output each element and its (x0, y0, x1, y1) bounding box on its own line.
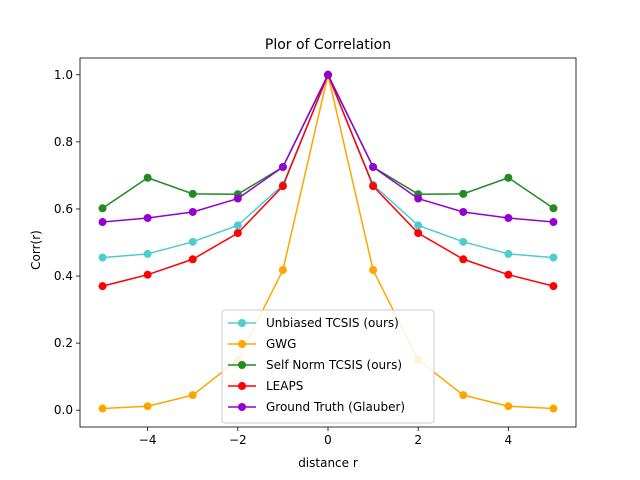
legend-label: Unbiased TCSIS (ours) (266, 316, 399, 330)
x-tick-label: 2 (414, 433, 422, 447)
data-point (324, 70, 332, 79)
data-point (549, 204, 558, 213)
data-point (143, 173, 152, 182)
data-point (278, 182, 287, 191)
y-tick-label: 0.4 (54, 269, 73, 283)
axes: −4 −2 0 2 4 0.0 0.2 0.4 0.6 0.8 1.0 (54, 57, 577, 447)
data-point (414, 194, 423, 203)
data-point (459, 391, 468, 400)
data-point (504, 402, 513, 411)
chart-title: Plor of Correlation (265, 37, 391, 53)
data-point (98, 404, 107, 413)
data-point (414, 229, 423, 238)
legend-entry: GWG (228, 337, 296, 351)
legend-marker (238, 340, 246, 348)
data-point (504, 214, 513, 223)
series-4 (98, 70, 558, 227)
data-point (143, 270, 152, 279)
data-point (98, 282, 107, 291)
legend-label: Self Norm TCSIS (ours) (266, 358, 402, 372)
x-tick-label: 4 (505, 433, 513, 447)
legend-marker (238, 403, 246, 411)
x-tick-label: −4 (139, 433, 157, 447)
legend-entry: Ground Truth (Glauber) (228, 400, 405, 414)
y-tick-label: 0.8 (54, 135, 73, 149)
data-point (369, 266, 378, 275)
data-point (369, 182, 378, 191)
y-tick-label: 0.6 (54, 202, 73, 216)
y-tick-label: 0.0 (54, 403, 73, 417)
y-tick-label: 1.0 (54, 68, 73, 82)
data-point (549, 218, 558, 227)
legend: Unbiased TCSIS (ours) GWG Self Norm TCSIS … (221, 309, 435, 424)
data-point (98, 218, 107, 227)
data-point (188, 207, 197, 216)
data-point (549, 253, 558, 262)
data-point (414, 221, 423, 230)
data-point (233, 194, 242, 203)
data-point (188, 391, 197, 400)
data-point (188, 237, 197, 246)
data-point (188, 255, 197, 264)
data-point (278, 266, 287, 275)
data-point (459, 255, 468, 264)
data-point (143, 249, 152, 258)
data-point (278, 163, 287, 172)
legend-label: GWG (266, 337, 296, 351)
x-tick-label: 0 (324, 433, 332, 447)
x-axis-label: distance r (298, 456, 358, 470)
data-point (233, 221, 242, 230)
data-point (459, 237, 468, 246)
data-point (188, 189, 197, 198)
data-point (98, 204, 107, 213)
x-tick-label: −2 (229, 433, 247, 447)
data-point (459, 207, 468, 216)
legend-entry: Unbiased TCSIS (ours) (228, 316, 399, 330)
legend-label: LEAPS (266, 379, 303, 393)
y-tick-label: 0.2 (54, 336, 73, 350)
data-point (98, 253, 107, 262)
data-point (143, 402, 152, 411)
data-point (143, 214, 152, 223)
data-point (504, 173, 513, 182)
data-point (233, 229, 242, 238)
data-point (504, 270, 513, 279)
legend-entry: LEAPS (228, 379, 303, 393)
y-axis-label: Corr(r) (29, 230, 43, 270)
legend-marker (238, 319, 246, 327)
legend-marker (238, 361, 246, 369)
legend-box (221, 309, 435, 424)
data-point (504, 249, 513, 258)
legend-marker (238, 382, 246, 390)
legend-label: Ground Truth (Glauber) (266, 400, 405, 414)
series-layer (98, 70, 558, 413)
data-point (549, 282, 558, 291)
legend-entry: Self Norm TCSIS (ours) (228, 358, 402, 372)
data-point (549, 404, 558, 413)
data-point (369, 163, 378, 172)
data-point (459, 189, 468, 198)
